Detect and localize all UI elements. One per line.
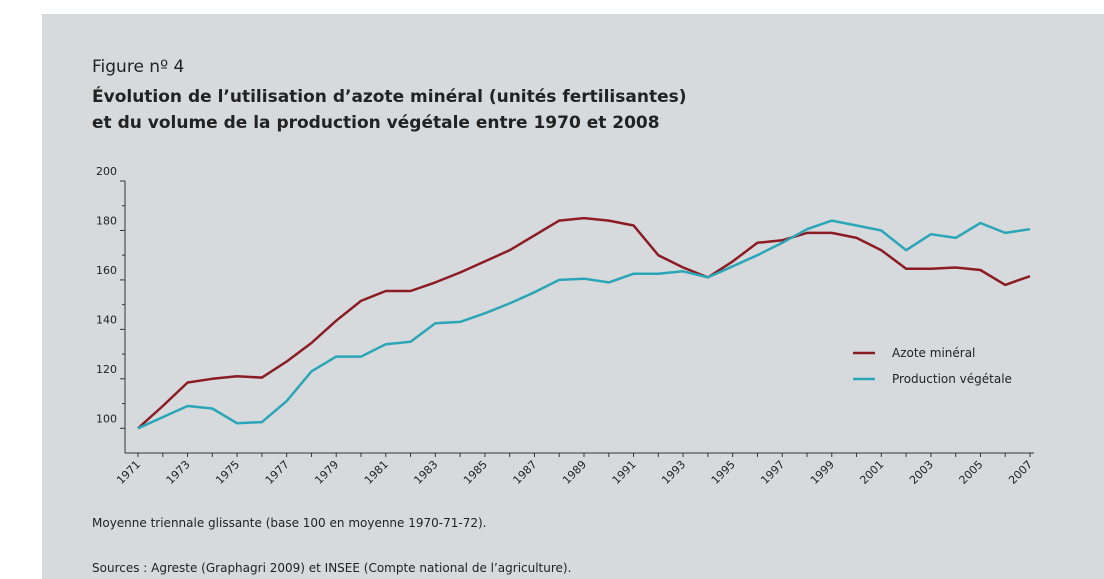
figure-label: Figure nº 4 — [92, 57, 184, 77]
chart-title: Évolution de l’utilisation d’azote minér… — [92, 85, 687, 107]
y-tick-label: 200 — [96, 165, 117, 178]
line-series — [137, 219, 1031, 430]
chart-title: et du volume de la production végétale e… — [92, 113, 660, 133]
y-tick-label: 140 — [96, 313, 117, 326]
panel — [42, 14, 1104, 579]
legend-label: Azote minéral — [892, 346, 975, 360]
legend-label: Production végétale — [892, 372, 1012, 386]
y-tick-label: 100 — [96, 412, 117, 425]
y-tick-label: 160 — [96, 264, 117, 277]
note: Moyenne triennale glissante (base 100 en… — [92, 516, 486, 530]
line-series — [137, 216, 1031, 430]
y-tick-label: 180 — [96, 214, 117, 227]
source: Sources : Agreste (Graphagri 2009) et IN… — [92, 561, 571, 575]
y-tick-label: 120 — [96, 363, 117, 376]
